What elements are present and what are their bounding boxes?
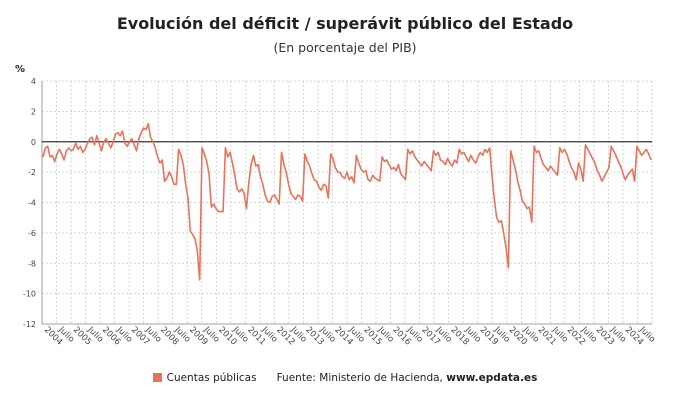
y-tick-label: -10 xyxy=(23,290,36,299)
y-tick-label: 4 xyxy=(31,77,36,86)
y-tick-label: -12 xyxy=(23,320,36,329)
series-line xyxy=(42,122,652,281)
chart-subtitle: (En porcentaje del PIB) xyxy=(273,40,417,55)
y-tick-label: 2 xyxy=(31,107,36,116)
y-tick-label: -4 xyxy=(28,199,36,208)
y-tick-label: -8 xyxy=(28,259,36,268)
chart-title: Evolución del déficit / superávit públic… xyxy=(116,14,574,33)
y-axis: 4 2 0 -2 -4 -6 -8 -10 -12 xyxy=(23,77,36,329)
y-axis-unit: % xyxy=(15,64,26,75)
y-tick-label: 0 xyxy=(31,138,36,147)
line-chart: 4 2 0 -2 -4 -6 -8 -10 -12 2004Julio2005Julio2006… xyxy=(23,77,657,347)
grid-layer xyxy=(41,80,653,325)
legend-series-label: Cuentas públicas xyxy=(166,372,257,384)
y-tick-label: -2 xyxy=(28,168,36,177)
source-site[interactable]: www.epdata.es xyxy=(446,372,538,384)
x-axis: 2004Julio2005Julio2006Julio2007Julio2008… xyxy=(42,324,657,347)
source-text: Fuente: Ministerio de Hacienda, xyxy=(276,372,443,384)
legend-swatch xyxy=(152,373,162,382)
legend: Cuentas públicas Fuente: Ministerio de Ha… xyxy=(0,372,690,384)
y-tick-label: -6 xyxy=(28,229,36,238)
series-layer xyxy=(42,122,652,281)
